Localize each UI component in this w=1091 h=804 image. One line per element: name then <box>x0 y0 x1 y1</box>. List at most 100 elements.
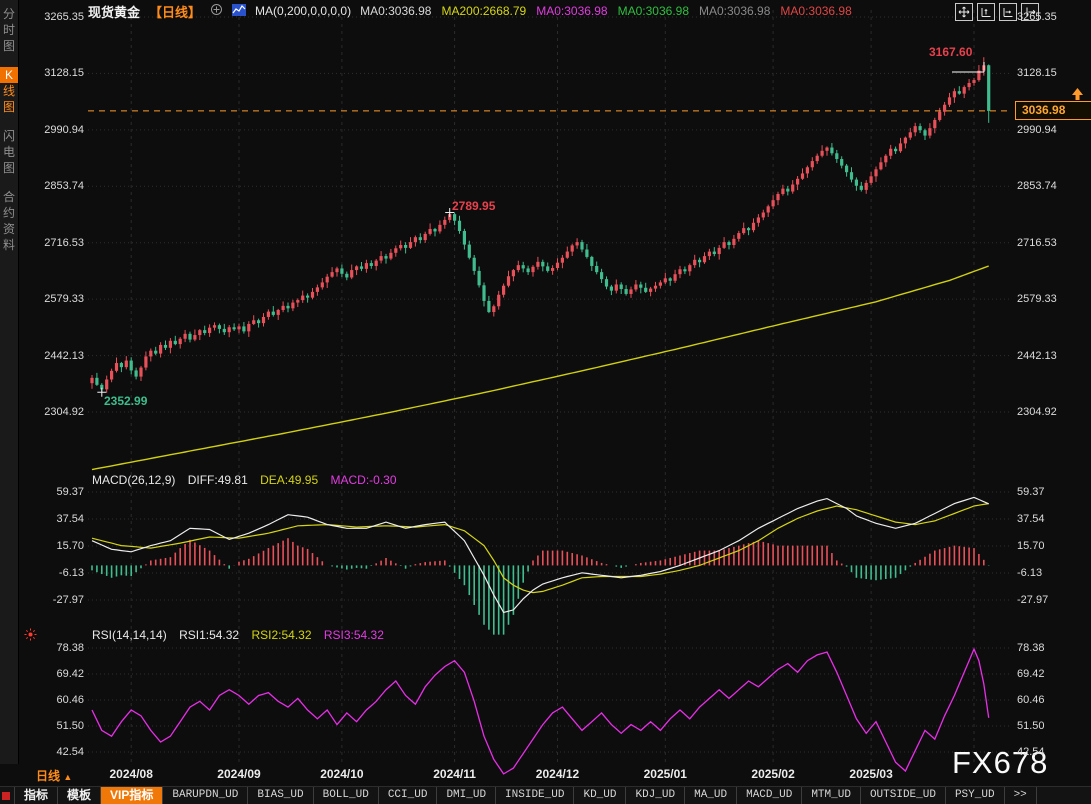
swing-high-label: 2789.95 <box>452 199 496 213</box>
sidebar-tab-char: 闪 <box>2 129 15 143</box>
price-axis-label: 78.38 <box>1017 642 1045 654</box>
ma-values: MA0:3036.98 MA200:2668.79 MA0:3036.98 MA0:3… <box>360 4 852 18</box>
price-alert-icon[interactable] <box>1070 88 1085 106</box>
sidebar-tab-char: 料 <box>2 238 15 252</box>
price-axis-label: 2304.92 <box>1017 406 1057 418</box>
sidebar-tab-char: 时 <box>2 23 15 37</box>
period-selector-label: 日线 <box>36 769 61 783</box>
period-selector[interactable]: 日线 ▲ <box>36 767 72 784</box>
toolbar-tab-BOLL_UD[interactable]: BOLL_UD <box>312 787 378 804</box>
price-axis-label: 15.70 <box>1017 540 1045 552</box>
sidebar-tab-char: K <box>0 67 18 83</box>
price-axis-label: 37.54 <box>56 513 84 525</box>
toolbar-tab-指标[interactable]: 指标 <box>14 787 57 804</box>
price-axis-label: 3128.15 <box>44 67 84 80</box>
toolbar-tab-PSY_UD[interactable]: PSY_UD <box>944 787 1004 804</box>
rsi3-value: RSI3:54.32 <box>323 628 384 642</box>
sidebar-tab-char: 电 <box>2 145 15 159</box>
time-axis: 日线 ▲ 2024/08 2024/09 2024/10 2024/11 2024/12… <box>0 764 1091 786</box>
macd-diff-value: DIFF:49.81 <box>187 473 248 487</box>
time-axis-label: 2025/01 <box>643 767 687 781</box>
time-axis-label: 2024/08 <box>109 767 153 781</box>
toolbar-tab-KD_UD[interactable]: KD_UD <box>573 787 625 804</box>
add-indicator-icon[interactable] <box>210 3 223 19</box>
rsi2-value: RSI2:54.32 <box>251 628 312 642</box>
toolbar-tab-模板[interactable]: 模板 <box>57 787 100 804</box>
sidebar-tab-char: 资 <box>2 222 15 236</box>
sidebar-tab-char: 图 <box>2 39 15 53</box>
toolbar-tab-BIAS_UD[interactable]: BIAS_UD <box>247 787 312 804</box>
last-price-tag: 3036.98 <box>1015 101 1091 120</box>
rsi1-value: RSI1:54.32 <box>179 628 240 642</box>
scale-horizontal-icon[interactable] <box>999 3 1017 21</box>
indicator-settings-icon[interactable] <box>24 628 37 646</box>
sidebar-tab-char: 约 <box>2 206 15 220</box>
price-axis-label: 2716.53 <box>44 236 84 249</box>
scale-vertical-icon[interactable] <box>977 3 995 21</box>
price-axis-label: 2579.33 <box>44 293 84 306</box>
toolbar-tab-VIP指标[interactable]: VIP指标 <box>100 787 163 804</box>
price-axis-label: 51.50 <box>56 720 84 732</box>
price-axis-label: 78.38 <box>56 642 84 654</box>
price-axis-label: 42.54 <box>1017 746 1045 758</box>
sidebar-tab-合约资料[interactable]: 合约资料 <box>0 189 18 253</box>
toolbar-tab->>[interactable]: >> <box>1003 787 1037 804</box>
toolbar-tab-OUTSIDE_UD[interactable]: OUTSIDE_UD <box>859 787 945 804</box>
ma-value-2: MA0:3036.98 <box>536 4 608 18</box>
time-axis-label: 2024/12 <box>535 767 580 781</box>
macd-hist-value: MACD:-0.30 <box>330 473 397 487</box>
toolbar-tab-KDJ_UD[interactable]: KDJ_UD <box>625 787 684 804</box>
pan-icon[interactable] <box>955 3 973 21</box>
price-axis-label: -27.97 <box>1017 594 1049 606</box>
status-indicator-icon <box>2 792 10 800</box>
sidebar-tab-char: 分 <box>2 7 15 21</box>
sidebar-tab-闪电图[interactable]: 闪电图 <box>0 128 18 176</box>
price-axis-label: 2990.94 <box>44 123 84 136</box>
macd-dea-value: DEA:49.95 <box>260 473 319 487</box>
price-axis-label: -6.13 <box>58 567 84 579</box>
toolbar-tab-MTM_UD[interactable]: MTM_UD <box>801 787 860 804</box>
price-axis-label: 37.54 <box>1017 513 1045 525</box>
time-axis-label: 2025/03 <box>849 767 893 781</box>
time-axis-label: 2024/11 <box>433 767 476 781</box>
price-axis-label: 60.46 <box>56 694 84 706</box>
ma-value-0: MA0:3036.98 <box>360 4 432 18</box>
price-axis-label: 2716.53 <box>1017 236 1057 249</box>
pane-exit-icon[interactable] <box>1021 3 1039 21</box>
window-tool-icons <box>955 3 1039 21</box>
price-axis-label: -6.13 <box>1017 567 1043 579</box>
price-axis-label: 2442.13 <box>44 349 84 362</box>
toolbar-tab-INSIDE_UD[interactable]: INSIDE_UD <box>495 787 573 804</box>
price-axis-label: -27.97 <box>52 594 84 606</box>
macd-formula: MACD(26,12,9) <box>92 473 176 487</box>
ma-value-4: MA0:3036.98 <box>699 4 771 18</box>
price-axis-label: 42.54 <box>56 746 84 758</box>
price-axis-label: 2853.74 <box>44 180 84 193</box>
sidebar-tab-char: 合 <box>2 190 15 204</box>
toolbar-tab-CCI_UD[interactable]: CCI_UD <box>377 787 437 804</box>
price-axis-label: 51.50 <box>1017 720 1045 732</box>
sidebar-tab-char: 图 <box>2 100 15 114</box>
rsi-formula: RSI(14,14,14) <box>92 628 167 642</box>
toolbar-tab-DMI_UD[interactable]: DMI_UD <box>436 787 495 804</box>
ma-value-1: MA200:2668.79 <box>441 4 527 18</box>
price-axis-label: 2304.92 <box>44 406 84 418</box>
price-axis-label: 3265.35 <box>44 11 84 23</box>
price-axis-label: 59.37 <box>1017 486 1045 498</box>
rsi-panel-header: RSI(14,14,14) RSI1:54.32 RSI2:54.32 RSI3… <box>92 628 393 642</box>
toolbar-tab-MA_UD[interactable]: MA_UD <box>684 787 736 804</box>
toolbar-tab-MACD_UD[interactable]: MACD_UD <box>736 787 801 804</box>
watermark-logo: FX678 <box>952 745 1049 780</box>
price-axis-label: 2579.33 <box>1017 293 1057 306</box>
swing-low-label: 2352.99 <box>104 394 148 408</box>
sidebar-tab-分时图[interactable]: 分时图 <box>0 6 18 54</box>
sidebar-tab-char: 图 <box>2 161 15 175</box>
toolbar-tab-BARUPDN_UD[interactable]: BARUPDN_UD <box>162 787 247 804</box>
price-axis-label: 2442.13 <box>1017 349 1057 362</box>
ma-formula: MA(0,200,0,0,0,0) <box>255 4 352 18</box>
ma-value-5: MA0:3036.98 <box>780 4 852 18</box>
